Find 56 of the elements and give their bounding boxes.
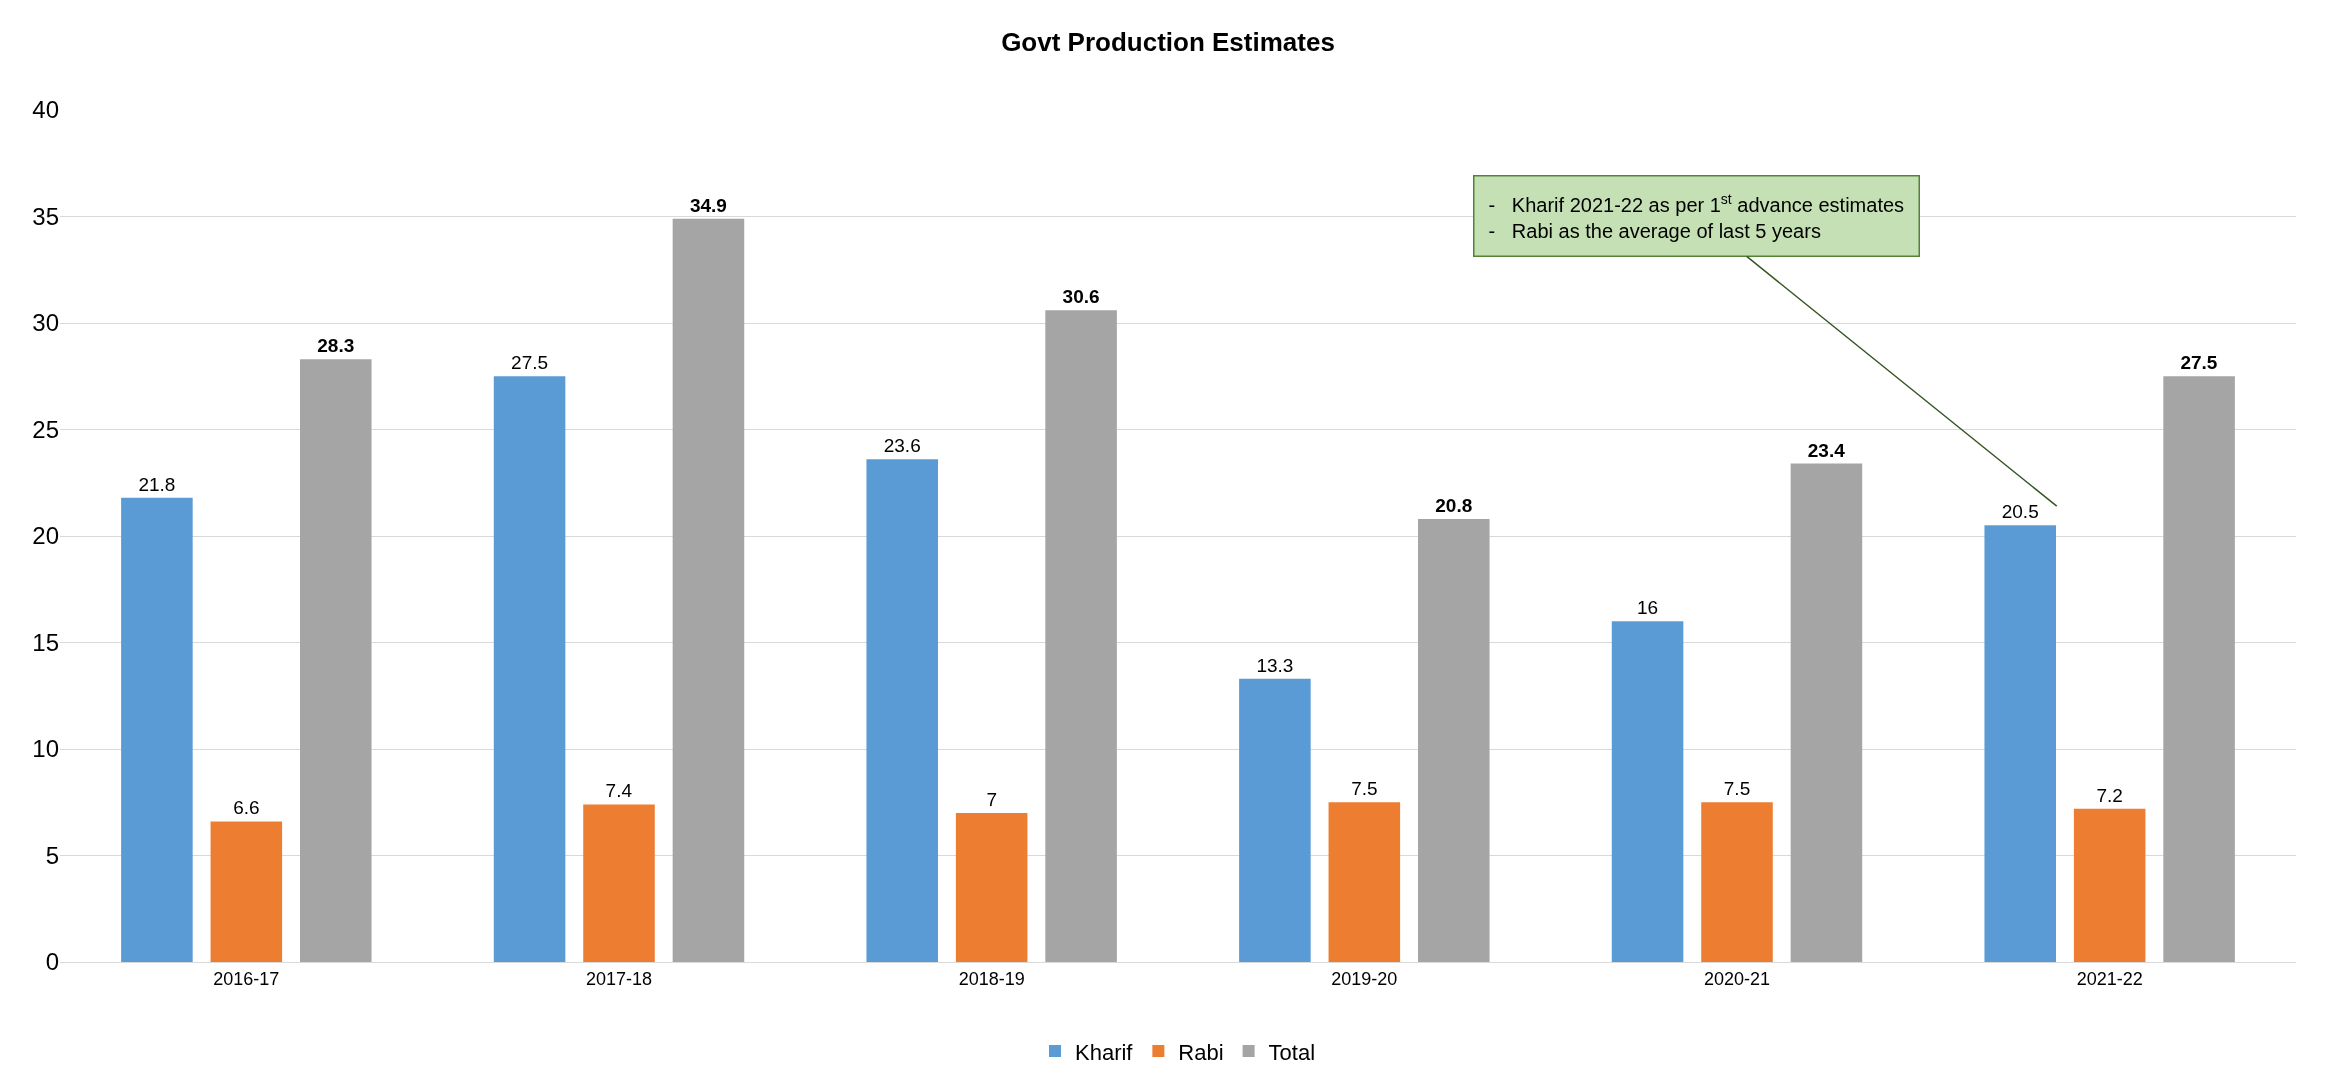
bar <box>866 459 938 962</box>
data-label: 27.5 <box>2180 352 2218 374</box>
bar <box>1984 525 2056 962</box>
x-tick-label: 2018-19 <box>958 968 1025 989</box>
x-tick-label: 2021-22 <box>2076 968 2143 989</box>
y-tick-label: 35 <box>32 202 59 230</box>
legend-label: Total <box>1268 1039 1316 1065</box>
data-label: 6.6 <box>233 797 260 819</box>
legend-label: Rabi <box>1178 1039 1224 1065</box>
bar <box>1790 463 1863 962</box>
y-tick-label: 5 <box>45 841 59 869</box>
data-label: 7 <box>986 788 997 810</box>
bar <box>1239 678 1311 962</box>
data-label: 27.5 <box>511 352 549 374</box>
y-tick-label: 0 <box>45 948 59 976</box>
bar <box>2163 376 2235 962</box>
data-label: 20.8 <box>1435 494 1473 516</box>
data-label: 21.8 <box>138 473 176 495</box>
y-tick-label: 15 <box>32 628 59 656</box>
bar <box>1328 802 1401 962</box>
bar <box>300 359 372 962</box>
annotation: - Kharif 2021-22 as per 1$^{st}$ advance estimates - Rabi as the average of last 5 years <box>1488 190 1905 242</box>
bar <box>583 804 655 962</box>
data-label: 30.6 <box>1062 286 1100 308</box>
data-label: 7.2 <box>2096 784 2123 806</box>
bar <box>2073 808 2146 962</box>
data-label: 7.5 <box>1351 778 1378 800</box>
data-label: 23.4 <box>1807 439 1846 461</box>
bar <box>1418 518 1490 962</box>
bar <box>121 497 193 962</box>
data-label: 7.5 <box>1723 778 1751 800</box>
legend-label: Kharif <box>1075 1039 1134 1065</box>
y-tick-label: 10 <box>32 735 59 763</box>
bar <box>1045 310 1117 962</box>
bar <box>955 812 1028 962</box>
bar <box>1611 621 1684 962</box>
bar <box>672 218 745 962</box>
data-label: 34.9 <box>689 194 727 216</box>
data-label: 28.3 <box>317 335 355 357</box>
y-tick-label: 30 <box>32 309 59 337</box>
data-label: 20.5 <box>2001 501 2039 523</box>
x-tick-label: 2016-17 <box>213 968 280 989</box>
data-label: 13.3 <box>1256 654 1294 676</box>
x-tick-label: 2019-20 <box>1331 968 1398 989</box>
data-label: 16 <box>1636 597 1659 619</box>
bar <box>210 821 283 962</box>
bar <box>493 376 566 962</box>
chart-title: Govt Production Estimates <box>1001 26 1335 57</box>
data-label: 23.6 <box>883 435 921 457</box>
y-tick-label: 40 <box>32 96 59 124</box>
y-tick-label: 20 <box>32 522 59 550</box>
data-label: 7.4 <box>605 780 633 802</box>
x-tick-label: 2017-18 <box>585 968 653 989</box>
y-tick-label: 25 <box>32 415 59 443</box>
bar <box>1701 802 1773 962</box>
x-tick-label: 2020-21 <box>1703 968 1771 989</box>
